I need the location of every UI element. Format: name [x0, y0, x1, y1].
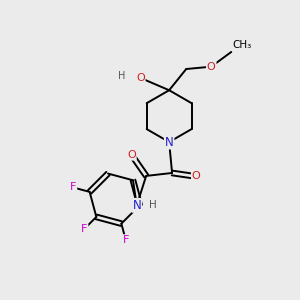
Text: O: O: [192, 172, 201, 182]
Text: H: H: [149, 200, 157, 210]
Text: O: O: [207, 62, 216, 72]
Text: N: N: [132, 199, 141, 212]
Text: F: F: [123, 235, 129, 245]
Text: O: O: [136, 73, 145, 83]
Text: N: N: [165, 136, 173, 148]
Text: F: F: [81, 224, 88, 234]
Text: H: H: [118, 71, 126, 81]
Text: O: O: [127, 150, 136, 160]
Text: CH₃: CH₃: [233, 40, 252, 50]
Text: F: F: [70, 182, 76, 193]
